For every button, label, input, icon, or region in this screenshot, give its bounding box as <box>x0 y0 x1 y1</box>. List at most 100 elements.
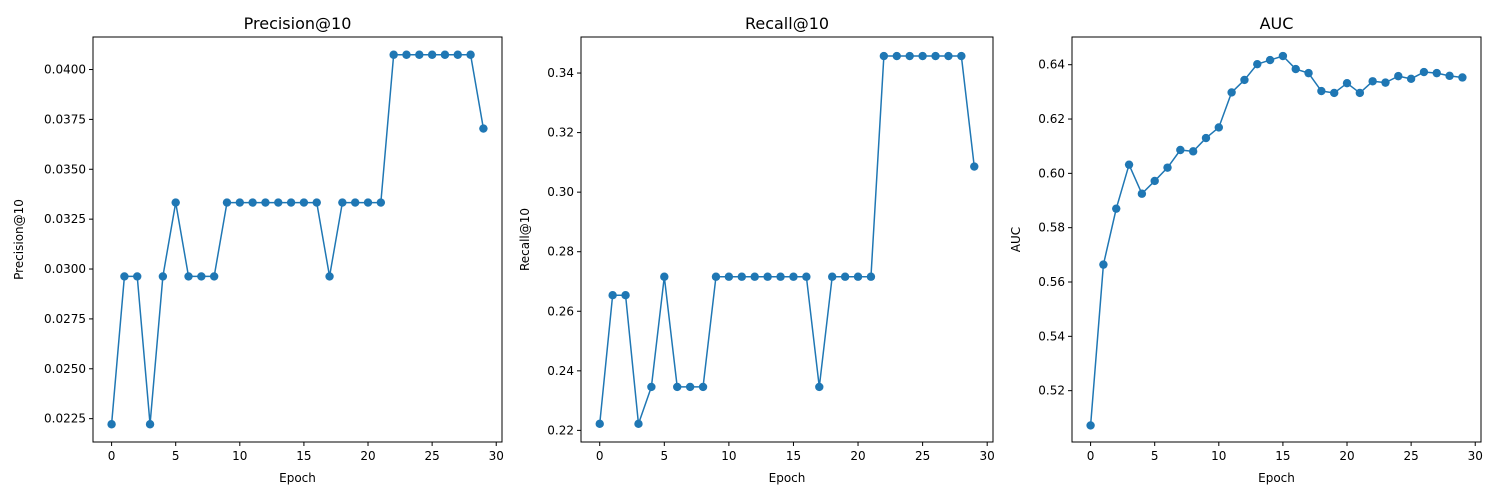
data-point <box>1214 123 1224 132</box>
x-tick-label: 0 <box>1087 449 1095 463</box>
data-point <box>325 272 334 281</box>
y-tick-label: 0.0275 <box>44 312 86 326</box>
data-point <box>338 198 347 207</box>
data-point <box>918 51 927 61</box>
data-point <box>1278 51 1288 61</box>
data-point <box>1265 55 1275 65</box>
x-axis-label: Epoch <box>769 471 806 485</box>
y-tick-label: 0.24 <box>547 364 574 378</box>
y-tick-label: 0.54 <box>1038 329 1065 343</box>
data-point <box>363 198 373 207</box>
data-point <box>673 382 682 392</box>
data-point <box>158 272 168 281</box>
data-point <box>737 272 746 281</box>
data-point <box>1163 163 1172 172</box>
data-point <box>776 272 785 281</box>
chart-title: Recall@10 <box>745 14 829 33</box>
data-point <box>427 50 437 59</box>
data-point <box>1124 160 1134 169</box>
y-tick-label: 0.0350 <box>44 162 86 176</box>
data-point <box>711 272 721 281</box>
data-point <box>120 272 129 281</box>
data-point <box>763 272 772 281</box>
x-tick-label: 30 <box>489 449 504 463</box>
data-point <box>828 272 837 281</box>
y-tick-label: 0.0300 <box>44 262 86 276</box>
data-point <box>750 272 759 281</box>
subplot-1: Precision@10 0 5 10 15 20 25 30 0.0225 0.0250 0.02… <box>12 14 504 485</box>
x-tick-label: 30 <box>1468 449 1483 463</box>
data-point <box>1227 88 1236 97</box>
data-point <box>970 162 979 171</box>
y-tick-label: 0.56 <box>1038 275 1065 289</box>
data-point <box>389 50 398 59</box>
data-point <box>840 272 850 281</box>
data-point <box>1150 176 1159 186</box>
data-point <box>634 419 643 429</box>
data-point <box>1188 147 1198 156</box>
x-tick-label: 10 <box>721 449 736 463</box>
data-point <box>209 272 219 281</box>
data-point <box>376 198 386 207</box>
y-axis-label: AUC <box>1009 227 1023 252</box>
x-axis-label: Epoch <box>1258 471 1295 485</box>
data-point <box>1329 88 1339 98</box>
data-point <box>802 272 811 281</box>
y-tick-label: 0.34 <box>547 66 574 80</box>
data-point <box>1291 64 1300 74</box>
data-point <box>248 198 257 207</box>
data-point <box>299 198 309 207</box>
data-point <box>1112 204 1121 213</box>
data-point <box>1240 75 1249 85</box>
data-point <box>235 198 245 207</box>
y-tick-label: 0.0325 <box>44 212 86 226</box>
data-point <box>1086 421 1095 430</box>
y-tick-label: 0.28 <box>547 245 574 259</box>
x-tick-label: 5 <box>660 449 668 463</box>
data-point <box>184 272 193 281</box>
data-point <box>685 382 695 392</box>
data-point <box>1176 145 1185 155</box>
y-tick-label: 0.0375 <box>44 112 86 126</box>
data-point <box>1419 67 1429 77</box>
data-point <box>608 290 617 300</box>
data-point <box>892 51 901 61</box>
x-tick-label: 25 <box>915 449 930 463</box>
chart-title: AUC <box>1260 14 1294 33</box>
x-tick-label: 20 <box>850 449 865 463</box>
data-point <box>1342 78 1352 88</box>
x-tick-label: 15 <box>786 449 801 463</box>
data-point <box>1458 73 1467 82</box>
data-point <box>1432 68 1441 78</box>
data-point <box>660 272 669 281</box>
data-point <box>1099 260 1108 269</box>
x-tick-label: 25 <box>1403 449 1418 463</box>
data-point <box>440 50 450 59</box>
data-point <box>621 290 630 300</box>
data-point <box>815 382 824 392</box>
data-point <box>1381 78 1390 87</box>
y-tick-label: 0.0225 <box>44 412 86 426</box>
y-tick-label: 0.62 <box>1038 112 1065 126</box>
data-point <box>957 51 966 61</box>
data-point <box>197 272 206 281</box>
y-tick-label: 0.30 <box>547 185 574 199</box>
y-tick-label: 0.60 <box>1038 166 1065 180</box>
data-point <box>1317 86 1326 96</box>
x-tick-label: 5 <box>172 449 180 463</box>
y-tick-label: 0.64 <box>1038 58 1065 72</box>
data-point <box>647 382 656 392</box>
data-point <box>479 124 488 133</box>
x-axis-label: Epoch <box>279 471 316 485</box>
axes-frame <box>92 36 503 443</box>
data-point <box>789 272 798 281</box>
data-point <box>286 198 296 207</box>
data-point <box>1394 71 1403 81</box>
y-tick-label: 0.58 <box>1038 221 1065 235</box>
data-point <box>1201 133 1211 143</box>
data-point <box>866 272 876 281</box>
data-point <box>171 198 180 207</box>
y-tick-label: 0.52 <box>1038 384 1065 398</box>
data-point <box>145 420 155 429</box>
